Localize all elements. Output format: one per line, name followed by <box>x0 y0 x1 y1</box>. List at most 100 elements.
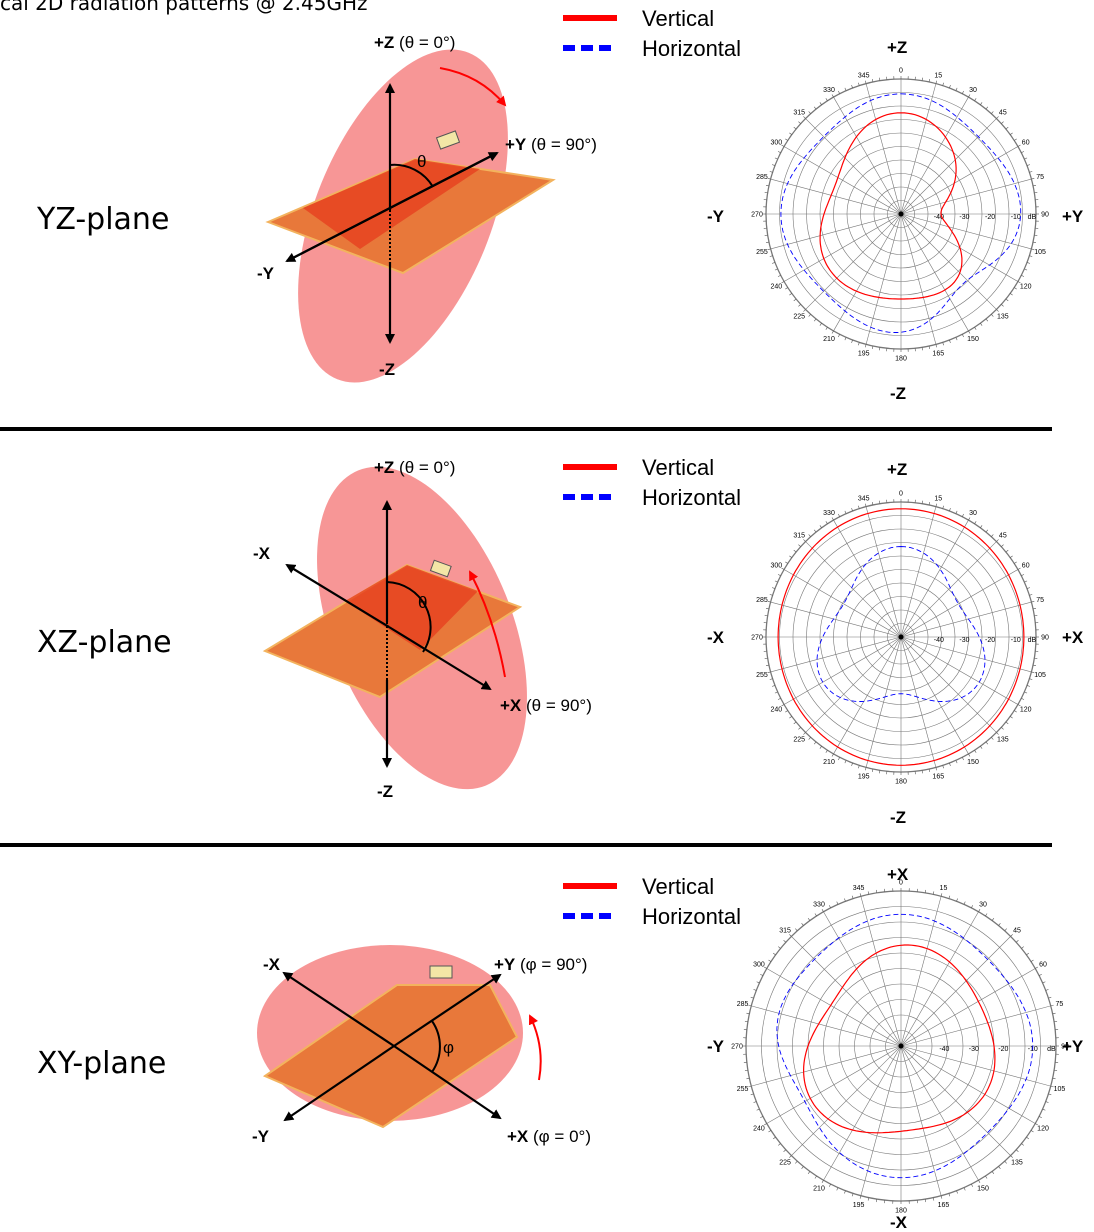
minor-tick <box>774 268 778 271</box>
minor-tick <box>746 1012 750 1015</box>
minor-tick <box>851 895 854 899</box>
label-top-note: (θ = 0°) <box>394 33 455 52</box>
minor-tick <box>996 116 999 119</box>
minor-tick <box>928 501 930 506</box>
angle-tick-label: 315 <box>793 533 805 540</box>
minor-tick <box>1021 275 1025 277</box>
minor-tick <box>746 1077 750 1080</box>
diagram-xy: φ +Y (φ = 90°) +X (φ = 0°) -X -Y <box>252 945 591 1146</box>
minor-tick <box>858 342 860 346</box>
minor-tick <box>872 501 874 506</box>
label-top: +Z <box>374 33 394 52</box>
minor-tick <box>1052 1012 1056 1015</box>
angle-tick-label: 180 <box>895 1208 907 1215</box>
minor-tick <box>1017 704 1021 707</box>
polar-spoke <box>865 506 902 638</box>
minor-tick <box>819 323 822 326</box>
minor-tick <box>1017 281 1021 284</box>
minor-tick <box>867 891 870 895</box>
angle-tick-label: 90 <box>1061 1044 1069 1051</box>
plane-label-yz: YZ-plane <box>37 202 170 237</box>
rotation-arrow <box>469 570 506 678</box>
minor-tick <box>750 1093 754 1096</box>
minor-tick <box>767 248 771 251</box>
minor-tick <box>765 608 770 610</box>
legend-3: Vertical Horizontal <box>563 874 741 929</box>
angle-tick-label: 135 <box>1011 1159 1023 1166</box>
minor-tick <box>803 116 806 119</box>
db-tick-label: dB <box>1047 1046 1056 1053</box>
minor-tick <box>795 928 798 932</box>
diagram-yz: θ +Z (θ = 0°) +Y (θ = 90°) -Y -Z <box>257 33 597 383</box>
minor-tick <box>767 600 771 603</box>
minor-tick <box>785 561 788 564</box>
minor-tick <box>932 1197 935 1201</box>
polar-label-bottom: -X <box>890 1213 908 1232</box>
svg-text:+Y (θ = 90°): +Y (θ = 90°) <box>505 135 597 154</box>
minor-tick <box>1031 177 1035 180</box>
minor-tick <box>819 102 822 105</box>
polar-label-bottom: -Z <box>890 384 906 403</box>
minor-tick <box>807 1171 811 1175</box>
label-left: -X <box>263 955 281 974</box>
label-right-note: (θ = 90°) <box>526 135 597 154</box>
polar-spoke <box>833 519 902 638</box>
minor-tick <box>778 946 781 949</box>
minor-tick <box>1026 685 1030 687</box>
svg-text:+X (φ = 0°): +X (φ = 0°) <box>507 1127 591 1146</box>
minor-tick <box>844 760 847 764</box>
minor-tick <box>1004 1160 1007 1164</box>
minor-tick <box>772 164 776 166</box>
polar-spoke <box>751 1045 902 1087</box>
polar-spoke <box>900 146 1019 215</box>
minor-tick <box>932 891 935 895</box>
db-tick-label: -40 <box>934 214 944 221</box>
minor-tick <box>978 1180 981 1183</box>
polar-center <box>898 634 904 640</box>
minor-tick <box>1014 710 1017 713</box>
minor-tick <box>1032 241 1037 243</box>
angle-tick-label: 180 <box>895 356 907 363</box>
minor-tick <box>1026 262 1030 264</box>
svg-text:+Y (φ = 90°): +Y (φ = 90°) <box>494 955 587 974</box>
minor-tick <box>789 132 792 135</box>
minor-tick <box>1014 561 1017 564</box>
minor-tick <box>991 534 994 537</box>
minor-tick <box>859 1195 862 1199</box>
minor-tick <box>765 241 770 243</box>
minor-tick <box>935 767 938 771</box>
pattern-horizontal <box>816 546 986 702</box>
polar-spoke <box>751 1005 902 1047</box>
minor-tick <box>789 716 792 719</box>
legend-horizontal: Horizontal <box>642 904 741 929</box>
minor-tick <box>928 345 930 350</box>
minor-tick <box>807 917 811 921</box>
minor-tick <box>1050 1004 1054 1007</box>
minor-tick <box>777 574 781 576</box>
angle-tick-label: 345 <box>853 885 865 892</box>
minor-tick <box>859 893 862 897</box>
minor-tick <box>831 753 834 757</box>
minor-tick <box>1035 966 1038 969</box>
minor-tick <box>1010 555 1013 558</box>
polar-spoke <box>900 636 969 755</box>
minor-tick <box>768 1130 772 1133</box>
polar-spoke <box>770 601 902 638</box>
minor-tick <box>942 82 944 86</box>
minor-tick <box>798 121 801 124</box>
polar-label-bottom: -Z <box>890 808 906 827</box>
minor-tick <box>974 98 977 101</box>
minor-tick <box>851 508 853 512</box>
polar-spoke <box>900 1005 1051 1047</box>
minor-tick <box>985 741 989 745</box>
angle-tick-label: 180 <box>895 779 907 786</box>
angle-tick-label: 270 <box>751 212 763 219</box>
minor-tick <box>801 923 804 926</box>
axis-left <box>282 971 395 1047</box>
angle-tick-label: 195 <box>858 774 870 781</box>
angle-tick-label: 60 <box>1039 962 1047 969</box>
minor-tick <box>1026 952 1030 956</box>
minor-tick <box>1010 1155 1013 1158</box>
angle-tick-label: 240 <box>770 707 782 714</box>
polar-spoke <box>860 1045 902 1196</box>
